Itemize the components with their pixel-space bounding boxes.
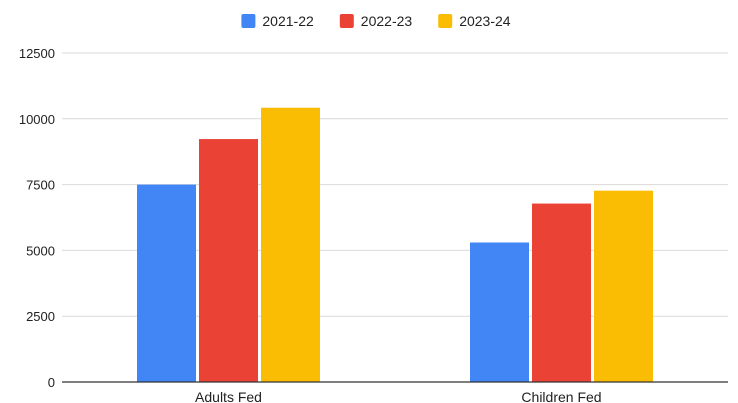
legend-item-2023-24[interactable]: 2023-24	[438, 13, 511, 29]
bars	[137, 107, 653, 382]
bar-2023-24-children-fed[interactable]	[594, 190, 653, 382]
legend-item-2021-22[interactable]: 2021-22	[241, 13, 314, 29]
y-tick-label: 10000	[19, 112, 55, 127]
legend-label: 2023-24	[459, 13, 511, 29]
legend-label: 2022-23	[361, 13, 413, 29]
y-tick-label: 0	[48, 375, 55, 390]
legend-item-2022-23[interactable]: 2022-23	[339, 13, 413, 29]
x-category-label: Adults Fed	[195, 389, 262, 403]
y-tick-label: 5000	[26, 243, 55, 258]
y-axis-tick-labels: 0 2500 5000 7500 10000 12500	[19, 46, 55, 390]
legend-label: 2021-22	[262, 13, 314, 29]
legend-swatch	[339, 14, 354, 28]
bar-2023-24-adults-fed[interactable]	[261, 107, 320, 382]
x-axis-category-labels: Adults Fed Children Fed	[195, 389, 602, 403]
bar-2021-22-children-fed[interactable]	[470, 242, 529, 382]
y-tick-label: 2500	[26, 309, 55, 324]
y-tick-label: 12500	[19, 46, 55, 61]
legend-swatch	[241, 14, 256, 28]
bar-2021-22-adults-fed[interactable]	[137, 184, 196, 382]
x-category-label: Children Fed	[521, 389, 601, 403]
legend-swatch	[438, 14, 453, 28]
bar-2022-23-children-fed[interactable]	[532, 203, 591, 382]
bar-2022-23-adults-fed[interactable]	[199, 139, 258, 382]
y-tick-label: 7500	[26, 178, 55, 193]
legend[interactable]: 2021-22 2022-23 2023-24	[241, 13, 511, 29]
